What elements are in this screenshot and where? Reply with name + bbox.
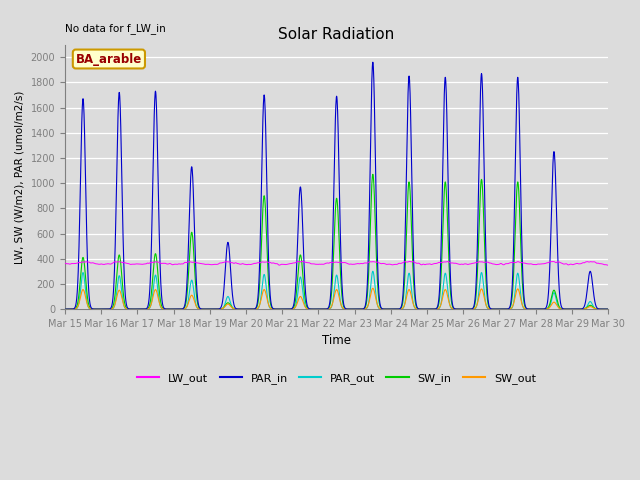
Text: No data for f_LW_in: No data for f_LW_in: [65, 24, 166, 34]
Y-axis label: LW, SW (W/m2), PAR (umol/m2/s): LW, SW (W/m2), PAR (umol/m2/s): [15, 90, 25, 264]
Title: Solar Radiation: Solar Radiation: [278, 27, 395, 42]
Legend: LW_out, PAR_in, PAR_out, SW_in, SW_out: LW_out, PAR_in, PAR_out, SW_in, SW_out: [132, 368, 540, 388]
Text: BA_arable: BA_arable: [76, 52, 142, 65]
X-axis label: Time: Time: [322, 335, 351, 348]
